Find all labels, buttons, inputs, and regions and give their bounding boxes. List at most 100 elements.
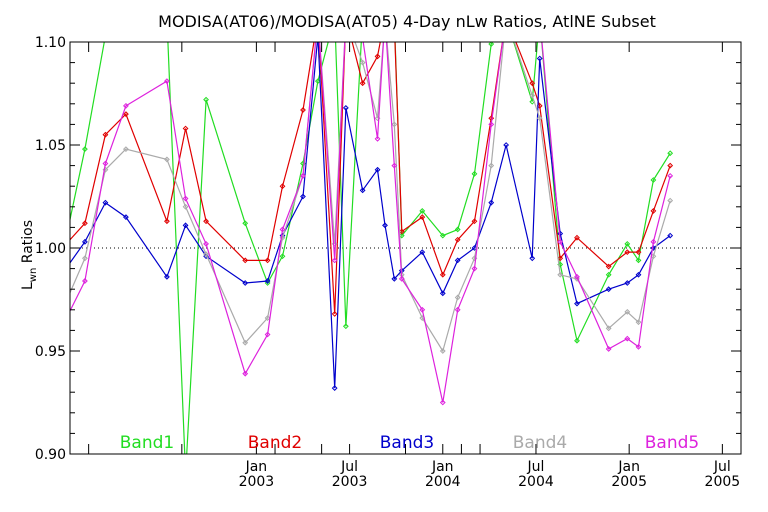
chart-title: MODISA(AT06)/MODISA(AT05) 4-Day nLw Rati… <box>158 12 656 31</box>
data-point <box>635 257 642 264</box>
data-point <box>183 472 187 476</box>
data-point <box>264 315 271 321</box>
data-point <box>42 293 46 297</box>
series-band5 <box>62 42 674 406</box>
legend-band3: Band3 <box>380 433 434 453</box>
data-point <box>82 278 88 284</box>
data-point <box>82 146 88 153</box>
data-point <box>624 280 631 286</box>
data-point <box>635 271 642 278</box>
data-point <box>182 222 189 229</box>
y-tick-label: 1.10 <box>35 35 66 51</box>
data-point <box>391 275 398 282</box>
data-point <box>242 220 249 227</box>
data-point <box>102 160 109 167</box>
data-point <box>314 78 321 85</box>
data-point <box>439 271 446 278</box>
data-point <box>82 255 88 262</box>
data-point <box>471 170 478 177</box>
data-point <box>342 105 349 111</box>
data-point <box>279 226 286 233</box>
x-tick-year-label: 2003 <box>332 474 368 490</box>
data-point <box>439 290 446 297</box>
series-line-band5 <box>70 42 671 403</box>
data-point <box>635 249 642 256</box>
data-point <box>264 257 271 264</box>
legend-band2: Band2 <box>248 433 302 453</box>
data-point <box>624 308 631 315</box>
data-point <box>624 249 631 256</box>
data-point <box>102 131 109 138</box>
series-band1 <box>70 19 674 476</box>
data-point <box>62 320 66 324</box>
series-band3 <box>42 42 674 391</box>
y-tick-label: 1.00 <box>35 241 66 257</box>
data-point <box>264 278 271 284</box>
data-point <box>536 115 543 122</box>
data-point <box>488 162 495 169</box>
data-point <box>164 218 170 225</box>
data-point <box>42 308 46 312</box>
data-point <box>164 78 170 85</box>
data-point <box>374 135 381 142</box>
data-point <box>419 208 426 214</box>
data-point <box>203 240 209 247</box>
y-tick-label: 0.95 <box>35 344 66 360</box>
data-point <box>419 306 426 313</box>
data-point <box>605 346 612 352</box>
data-point <box>342 323 349 330</box>
data-point <box>279 183 286 190</box>
data-point <box>398 228 405 235</box>
series-line-band4 <box>70 42 671 353</box>
x-tick-month-label: Jan <box>245 459 268 475</box>
data-point <box>374 166 381 173</box>
data-point <box>605 286 612 293</box>
data-point <box>439 399 446 406</box>
data-point <box>203 96 209 103</box>
data-point <box>650 245 657 251</box>
legend-band1: Band1 <box>120 433 174 453</box>
y-tick-label: 0.90 <box>35 447 66 463</box>
data-point <box>536 55 543 62</box>
data-point <box>264 331 271 338</box>
data-point <box>635 343 642 350</box>
data-point <box>123 214 129 221</box>
data-point <box>529 80 536 87</box>
data-point <box>182 125 189 132</box>
x-tick-year-label: 2005 <box>705 474 741 490</box>
data-point <box>123 102 129 109</box>
data-point <box>331 257 338 264</box>
data-point <box>42 316 46 320</box>
data-point <box>503 142 510 148</box>
data-point <box>667 172 674 179</box>
series-line-band1 <box>70 42 671 454</box>
data-point <box>557 255 564 262</box>
data-point <box>605 263 612 270</box>
data-point <box>124 19 128 23</box>
data-point <box>300 172 306 179</box>
data-point <box>164 156 170 163</box>
data-point <box>182 203 189 210</box>
series-line-band3 <box>70 42 671 389</box>
data-point <box>574 234 580 241</box>
data-point <box>605 271 612 278</box>
data-point <box>102 199 109 206</box>
legend-band4: Band4 <box>513 433 567 453</box>
data-point <box>359 59 366 66</box>
data-point <box>529 92 536 99</box>
data-point <box>382 222 388 229</box>
y-axis-label-rest: Ratios <box>20 220 36 268</box>
data-point <box>391 162 398 169</box>
data-point <box>667 162 674 169</box>
data-point <box>650 208 657 214</box>
data-point <box>242 257 249 264</box>
data-point <box>650 238 657 245</box>
data-point <box>123 111 129 118</box>
data-point <box>624 335 631 342</box>
data-point <box>650 177 657 183</box>
data-point <box>557 271 564 278</box>
data-point <box>419 214 426 221</box>
data-point <box>123 146 129 153</box>
data-point <box>574 300 580 307</box>
